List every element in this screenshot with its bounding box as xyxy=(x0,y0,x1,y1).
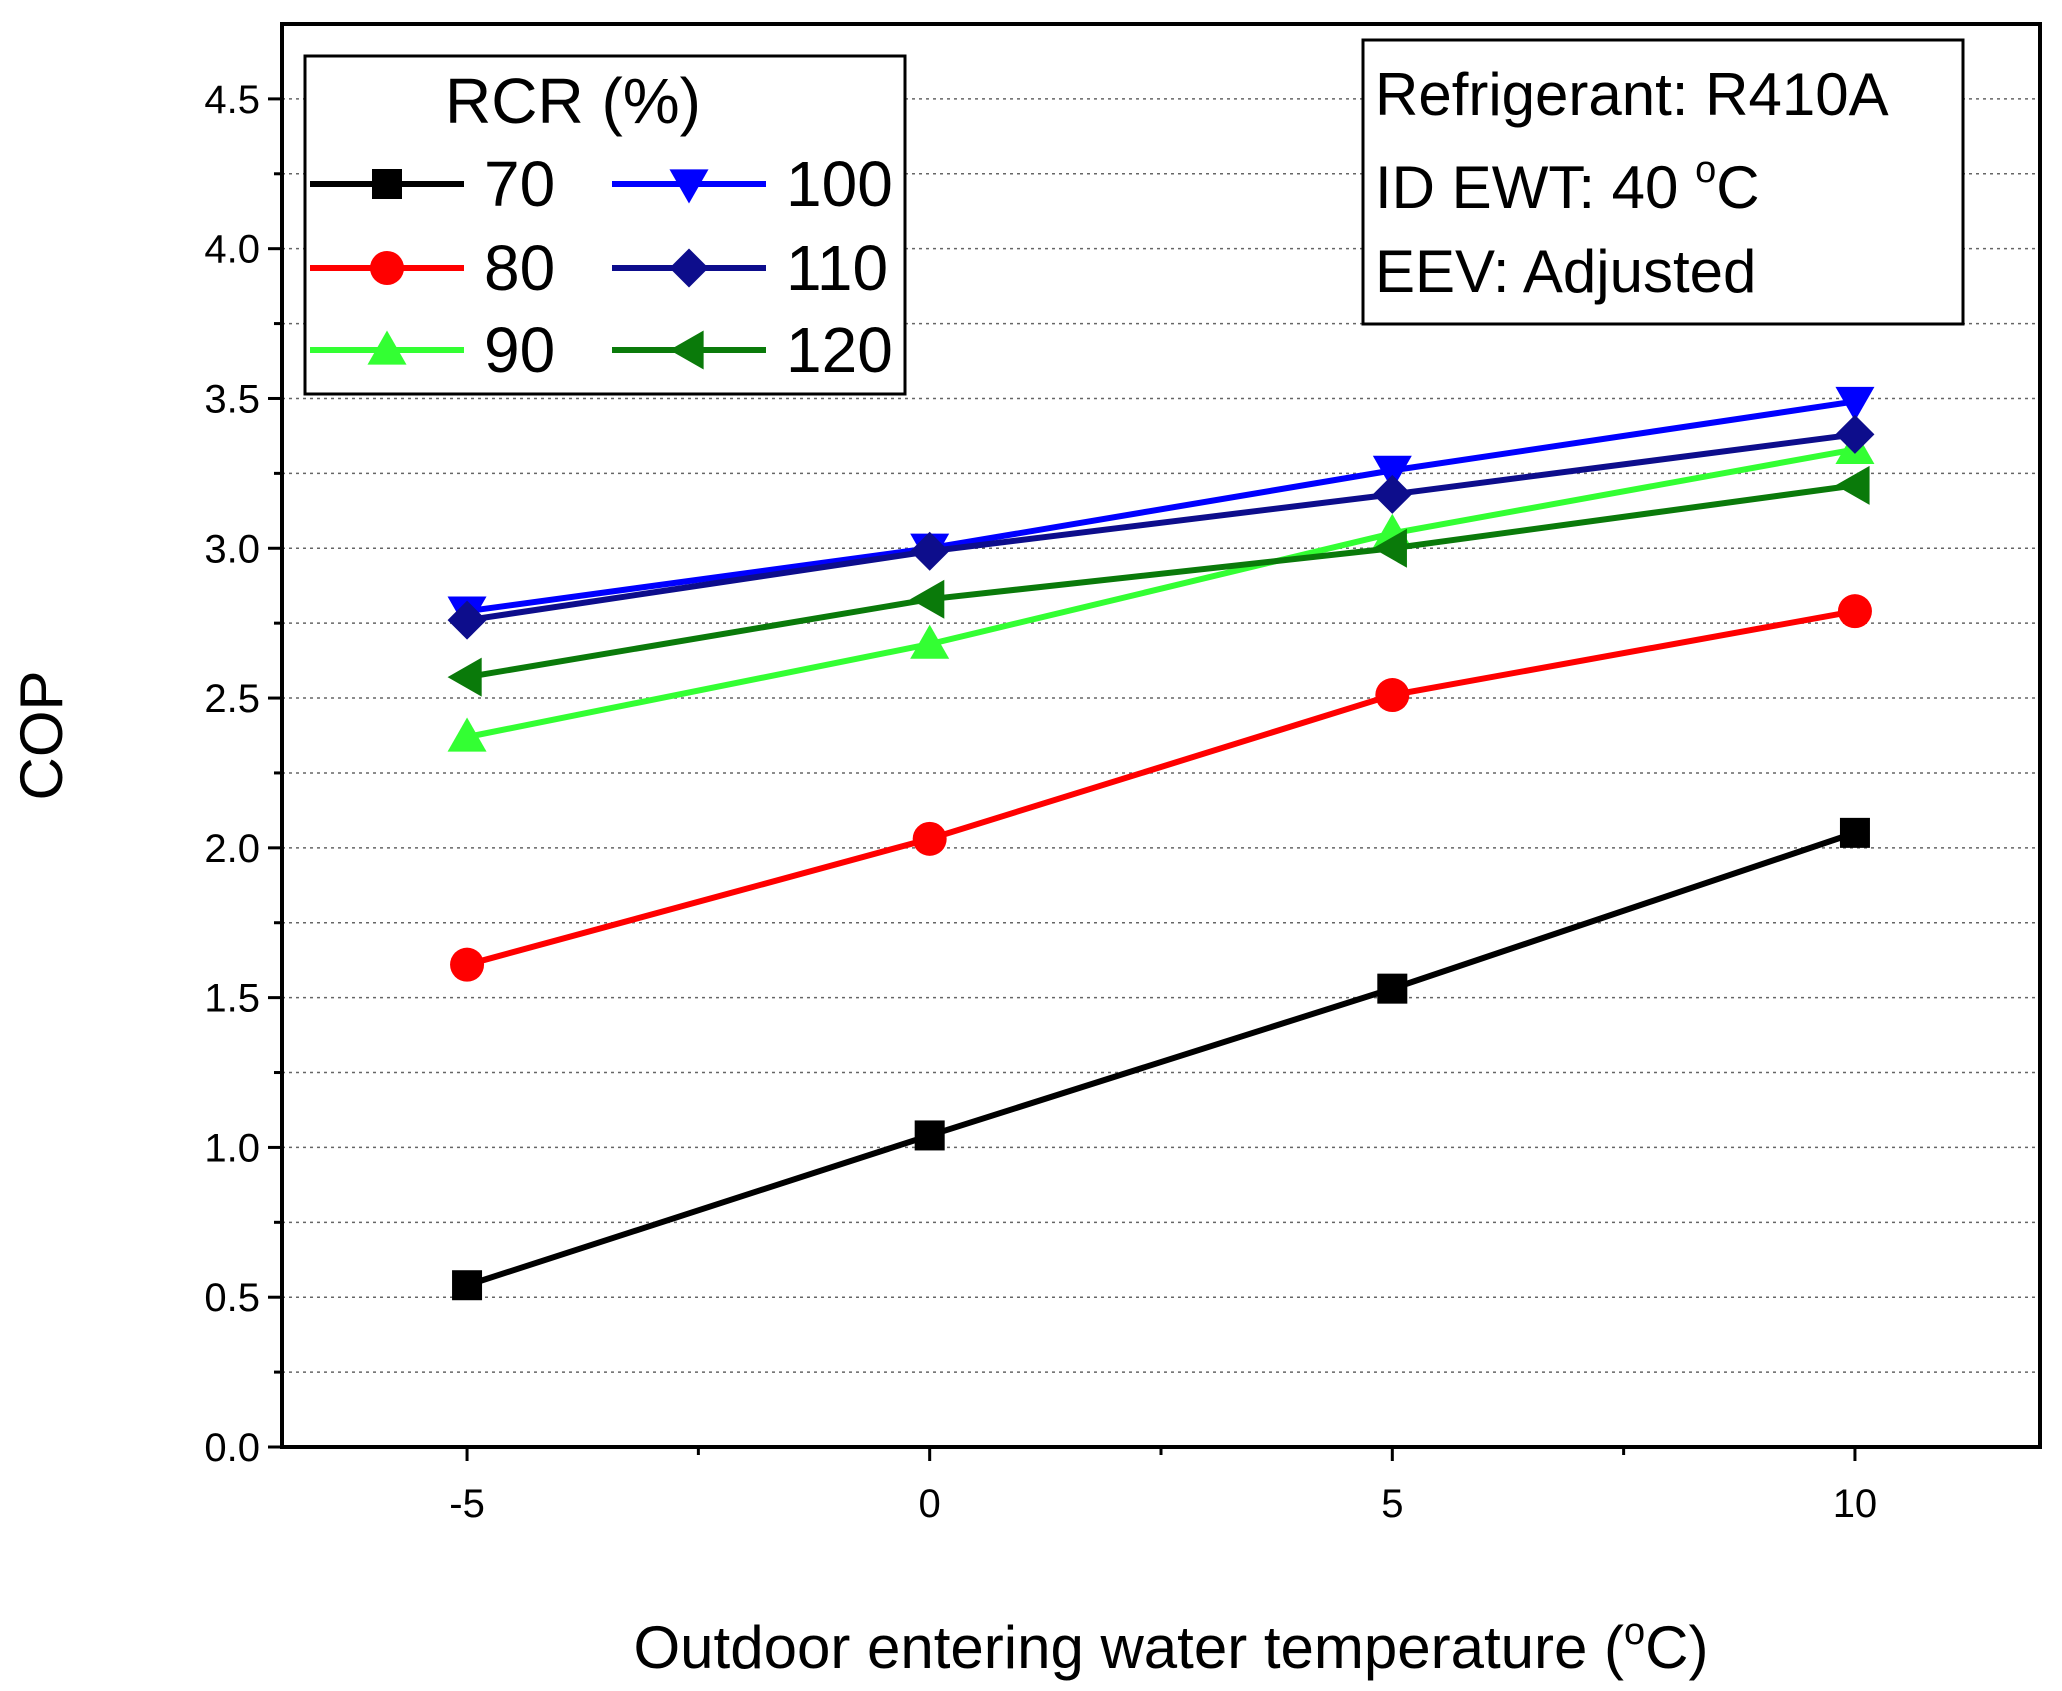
y-tick-label: 4.0 xyxy=(204,228,260,272)
x-axis-title-main: Outdoor entering water temperature ( xyxy=(634,1614,1625,1681)
legend-marker-70 xyxy=(372,169,402,199)
legend-label-120: 120 xyxy=(786,314,893,386)
x-tick-label: 5 xyxy=(1381,1482,1403,1526)
legend-marker-90 xyxy=(367,330,407,365)
y-tick-label: 0.5 xyxy=(204,1276,260,1320)
data-point-90 xyxy=(447,717,487,752)
legend-label-110: 110 xyxy=(786,232,888,304)
series-line-70 xyxy=(466,830,1856,1289)
series-line-120 xyxy=(466,482,1856,681)
x-axis-title-end: C) xyxy=(1645,1614,1708,1681)
data-point-80 xyxy=(450,947,485,982)
legend-label-80: 80 xyxy=(484,232,555,304)
y-tick-label: 3.0 xyxy=(204,527,260,571)
y-tick-label: 1.0 xyxy=(204,1126,260,1170)
x-tick-label: -5 xyxy=(449,1482,485,1526)
data-point-70 xyxy=(1839,817,1870,848)
y-tick-label: 1.5 xyxy=(204,977,260,1021)
series-70 xyxy=(452,817,1870,1301)
legend-entry-80: 80 xyxy=(310,232,555,304)
legend-label-90: 90 xyxy=(484,314,555,386)
x-axis-title: Outdoor entering water temperature (oC) xyxy=(634,1611,1709,1681)
data-point-70 xyxy=(1377,973,1408,1004)
data-point-120 xyxy=(447,657,482,697)
data-point-110 xyxy=(910,531,950,571)
series-80 xyxy=(450,594,1872,982)
legend-marker-110 xyxy=(669,248,709,288)
x-tick-label: 10 xyxy=(1833,1482,1878,1526)
data-point-70 xyxy=(452,1270,483,1301)
info-ewt: ID EWT: 40 oC xyxy=(1375,149,1760,221)
info-box: Refrigerant: R410A ID EWT: 40 oC EEV: Ad… xyxy=(1361,38,1965,326)
data-point-70 xyxy=(914,1120,945,1151)
info-ewt-main: ID EWT: 40 xyxy=(1375,154,1695,221)
data-point-110 xyxy=(447,600,487,640)
axis-ticks: 0.0 0.5 1.0 1.5 2.0 2.5 3.0 3.5 4.0 4.5 -5 0 5 10 xyxy=(204,78,1877,1526)
info-eev: EEV: Adjusted xyxy=(1375,238,1756,305)
legend-entries: 70 80 90 100 110 120 xyxy=(310,148,893,386)
data-point-120 xyxy=(910,579,945,619)
y-tick-label: 2.0 xyxy=(204,827,260,871)
legend-label-100: 100 xyxy=(786,148,893,220)
legend-label-70: 70 xyxy=(484,148,555,220)
info-refrigerant: Refrigerant: R410A xyxy=(1375,61,1889,128)
series-layer xyxy=(447,386,1875,1301)
data-point-80 xyxy=(1837,594,1872,629)
info-ewt-unit: C xyxy=(1716,154,1759,221)
series-line-90 xyxy=(466,446,1856,740)
data-point-100 xyxy=(1372,455,1412,490)
legend: RCR (%) 70 80 90 100 110 120 xyxy=(303,54,907,396)
series-line-80 xyxy=(466,608,1856,968)
y-tick-label: 3.5 xyxy=(204,377,260,421)
series-line-100 xyxy=(466,398,1856,615)
data-point-120 xyxy=(1372,528,1407,568)
data-point-80 xyxy=(1375,678,1410,713)
legend-entry-120: 120 xyxy=(612,314,893,386)
data-point-120 xyxy=(1835,465,1870,505)
series-110 xyxy=(447,414,1875,640)
y-tick-label: 0.0 xyxy=(204,1426,260,1470)
info-box-frame xyxy=(1361,38,1965,326)
legend-box xyxy=(303,54,907,396)
series-line-110 xyxy=(466,431,1856,624)
legend-marker-100 xyxy=(669,169,709,204)
data-point-90 xyxy=(910,624,950,659)
data-point-100 xyxy=(1835,386,1875,421)
series-120 xyxy=(447,465,1870,697)
legend-entry-90: 90 xyxy=(310,314,555,386)
x-axis-title-sup: o xyxy=(1624,1611,1645,1653)
legend-marker-80 xyxy=(370,251,404,285)
legend-entry-110: 110 xyxy=(612,232,888,304)
y-tick-label: 2.5 xyxy=(204,677,260,721)
data-point-110 xyxy=(1835,414,1875,454)
y-tick-label: 4.5 xyxy=(204,78,260,122)
x-tick-label: 0 xyxy=(919,1482,941,1526)
data-point-110 xyxy=(1372,474,1412,514)
legend-marker-120 xyxy=(669,330,704,370)
info-ewt-sup: o xyxy=(1695,149,1716,191)
y-axis-title: COP xyxy=(8,670,75,800)
data-point-80 xyxy=(912,821,947,856)
legend-entry-70: 70 xyxy=(310,148,555,220)
legend-entry-100: 100 xyxy=(612,148,893,220)
legend-title: RCR (%) xyxy=(445,65,701,137)
